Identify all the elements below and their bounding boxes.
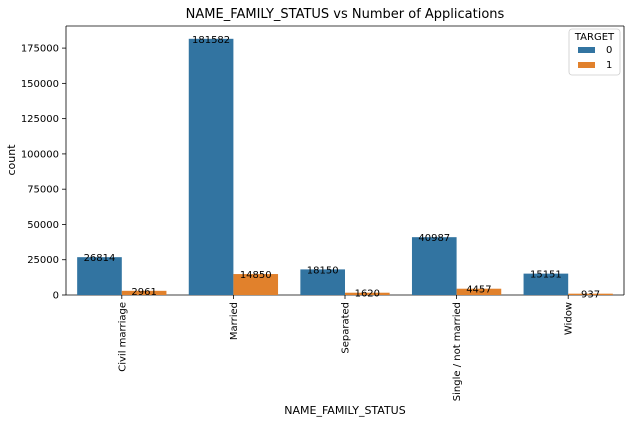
chart-title: NAME_FAMILY_STATUS vs Number of Applicat…	[186, 7, 505, 22]
bar-target-0	[523, 273, 569, 295]
bar-target-0	[188, 38, 234, 295]
y-tick-label: 50000	[27, 220, 59, 231]
bar-value-label: 937	[581, 290, 600, 301]
legend-title: TARGET	[574, 32, 615, 43]
x-axis-label: NAME_FAMILY_STATUS	[284, 404, 405, 417]
bar-value-label: 1620	[355, 289, 380, 300]
y-tick-label: 175000	[21, 44, 59, 55]
y-tick-label: 125000	[21, 114, 59, 125]
bar-target-1	[121, 290, 167, 295]
y-tick-label: 75000	[27, 185, 59, 196]
x-tick-label: Widow	[564, 302, 575, 335]
bar-value-label: 2961	[131, 287, 156, 298]
y-tick-label: 25000	[27, 255, 59, 266]
bar-value-label: 26814	[84, 253, 116, 264]
bar-target-1	[233, 274, 279, 295]
bar-value-label: 15151	[530, 270, 562, 281]
bar-value-label: 18150	[307, 265, 339, 276]
legend-label-0: 0	[606, 45, 612, 56]
bar-target-0	[77, 257, 122, 295]
bar-value-label: 181582	[192, 35, 230, 46]
bar-target-1	[345, 292, 390, 295]
legend-swatch-1	[578, 62, 595, 68]
x-tick-label: Separated	[341, 302, 352, 354]
y-tick-label: 0	[53, 291, 59, 302]
legend-swatch-0	[578, 47, 595, 53]
bar-target-1	[568, 293, 613, 295]
bar-value-label: 40987	[418, 233, 450, 244]
y-tick-label: 150000	[21, 79, 59, 90]
y-axis-label: count	[5, 144, 18, 176]
x-tick-label: Single / not married	[452, 302, 463, 401]
bar-value-label: 14850	[240, 270, 272, 281]
y-tick-label: 100000	[21, 149, 59, 160]
legend-label-1: 1	[606, 60, 612, 71]
bar-target-1	[456, 288, 502, 295]
legend: TARGET 0 1	[568, 28, 621, 76]
bar-value-label: 4457	[466, 285, 491, 296]
plot-area: 0 25000 50000 75000 100000 125000 150000 175000…	[21, 25, 625, 401]
bar-target-0	[300, 269, 345, 295]
x-tick-label: Civil marriage	[117, 302, 128, 372]
x-tick-label: Married	[229, 302, 240, 340]
bar-target-0	[411, 237, 457, 295]
